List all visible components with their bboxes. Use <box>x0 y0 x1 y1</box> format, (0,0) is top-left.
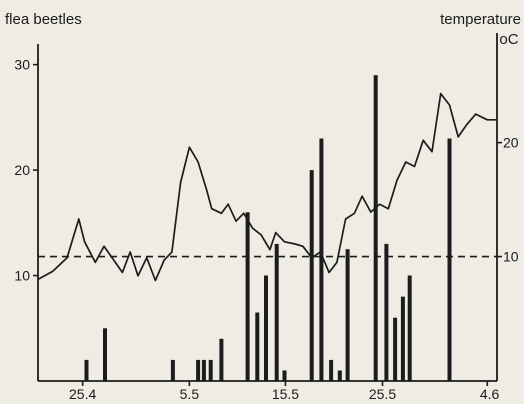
right-axis-title: temperature <box>440 11 521 28</box>
left-axis-ticks: 10 20 30 <box>14 57 38 284</box>
left-axis-title: flea beetles <box>5 11 82 28</box>
flea-beetle-bar <box>208 359 213 381</box>
flea-beetle-bar <box>170 359 175 381</box>
right-axis-unit: oC <box>499 31 518 48</box>
right-axis-ticks: 10 20 <box>497 135 519 265</box>
flea-beetle-bar <box>309 170 314 381</box>
flea-beetle-bar <box>274 243 279 381</box>
temperature-series <box>37 92 497 282</box>
x-tick-label: 5.5 <box>180 386 200 402</box>
temperature-line <box>37 92 497 282</box>
flea-beetle-bar <box>196 359 201 381</box>
flea-beetle-bar <box>84 359 89 381</box>
left-tick-label: 10 <box>14 268 30 284</box>
left-tick-label: 20 <box>14 162 30 178</box>
left-tick-label: 30 <box>14 57 30 73</box>
flea-beetle-bar <box>373 75 378 381</box>
flea-beetle-bar <box>255 312 260 381</box>
flea-beetle-bar <box>384 243 389 381</box>
flea-beetle-bar <box>319 138 324 381</box>
flea-beetle-bars <box>84 75 452 381</box>
x-tick-label: 25.4 <box>69 386 96 402</box>
flea-beetle-bar <box>447 138 452 381</box>
flea-beetle-bar <box>103 328 107 381</box>
flea-beetle-bar <box>282 370 287 381</box>
right-tick-label: 10 <box>503 249 519 265</box>
flea-beetle-bar <box>393 317 398 381</box>
x-axis-ticks: 25.4 5.5 15.5 25.5 4.6 <box>69 381 500 402</box>
flea-beetle-bar <box>201 359 206 381</box>
flea-beetle-bar <box>400 296 405 381</box>
right-tick-label: 20 <box>503 135 519 151</box>
flea-beetle-bar <box>245 212 250 381</box>
flea-beetle-bar <box>329 359 334 381</box>
x-tick-label: 4.6 <box>480 386 500 402</box>
flea-beetle-bar <box>345 249 350 381</box>
flea-beetle-bar <box>264 275 268 381</box>
flea-beetle-bar <box>407 275 412 381</box>
x-tick-label: 15.5 <box>272 386 299 402</box>
x-tick-label: 25.5 <box>369 386 396 402</box>
flea-beetle-bar <box>219 338 224 381</box>
flea-beetle-bar <box>337 370 342 381</box>
